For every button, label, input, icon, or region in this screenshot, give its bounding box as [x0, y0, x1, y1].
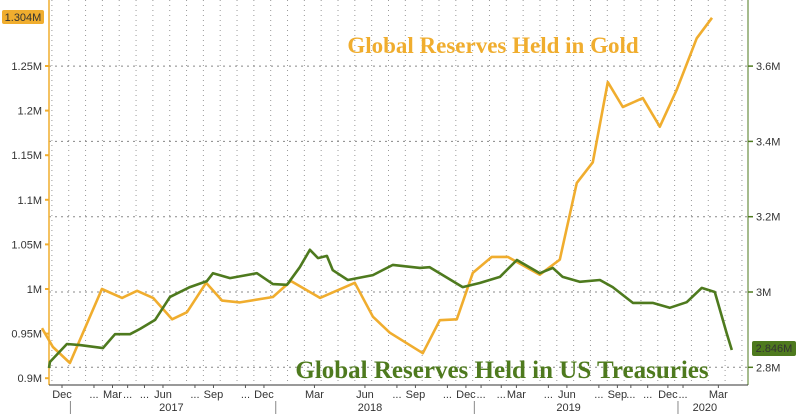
x-axis-tick-label: Mar — [507, 389, 526, 401]
x-axis-tick-label: ... — [140, 389, 149, 401]
right-axis-tick-label: 3M — [756, 287, 771, 299]
treasuries-series-line — [47, 248, 734, 369]
left-axis-tick-label: 0.9M — [18, 373, 42, 385]
x-axis-tick-label: Sep — [406, 389, 426, 401]
x-axis-tick-label: Jun — [558, 389, 576, 401]
x-axis-tick-label: Mar — [709, 389, 728, 401]
series-lines — [40, 17, 734, 369]
left-axis-tick-label: 0.95M — [11, 329, 42, 341]
x-axis-year-label: 2019 — [556, 402, 580, 414]
x-axis-tick-label: ... — [89, 389, 98, 401]
x-axis-tick-label: ... — [497, 389, 506, 401]
x-axis-tick-label: ... — [190, 389, 199, 401]
right-axis-tick-label: 3.6M — [756, 61, 780, 73]
treasuries-title: Global Reserves Held in US Treasuries — [295, 357, 708, 384]
x-axis-tick-label: Mar — [305, 389, 324, 401]
x-axis-tick-label: ... — [241, 389, 250, 401]
left-axis-tick-label: 1.15M — [11, 150, 42, 162]
left-axis-tick-label: 1.25M — [11, 61, 42, 73]
grid — [49, 0, 748, 385]
left-axis-tick-label: 1.1M — [18, 195, 42, 207]
left-axis-tick-label: 1.2M — [18, 106, 42, 118]
x-axis-tick-label: Jun — [356, 389, 374, 401]
x-axis-tick-label: ... — [392, 389, 401, 401]
gold-last-value-badge — [2, 10, 44, 24]
x-axis-tick-label: Jun — [154, 389, 172, 401]
right-axis-tick-label: 3.2M — [756, 212, 780, 224]
treasuries-last-value-badge — [752, 341, 796, 356]
gold-series-line — [40, 17, 714, 365]
right-axis-tick-label: 2.8M — [756, 362, 780, 374]
x-axis-tick-label: ... — [626, 389, 635, 401]
x-axis-year-label: 2018 — [358, 402, 382, 414]
x-axis-tick-label: Sep — [204, 389, 224, 401]
treasuries-last-value-label: 2.846M — [756, 343, 793, 355]
x-axis-tick-label: ... — [643, 389, 652, 401]
x-axis-tick-label: Mar — [103, 389, 122, 401]
gold-title: Global Reserves Held in Gold — [347, 33, 639, 58]
x-axis-tick-label: ... — [594, 389, 603, 401]
x-axis-tick-label: ... — [544, 389, 553, 401]
x-axis-tick-label: Dec — [456, 389, 476, 401]
x-axis-tick-label: Sep — [608, 389, 628, 401]
x-axis-tick-label: ... — [678, 389, 687, 401]
left-axis-tick-label: 1.05M — [11, 239, 42, 251]
left-axis-tick-label: 1M — [27, 284, 42, 296]
x-axis-tick-label: ... — [476, 389, 485, 401]
axes: 2.8M 3M 3.2M 3.4M 3.6M 0.9M 0.95M 1M 1.05M 1.1M 1.… — [11, 0, 780, 414]
x-axis-year-label: 2020 — [693, 402, 717, 414]
x-axis-tick-label: Dec — [52, 389, 72, 401]
x-axis-tick-label: ... — [443, 389, 452, 401]
right-axis-tick-label: 3.4M — [756, 136, 780, 148]
last-value-badges: 1.304M 2.846M — [2, 10, 796, 356]
x-axis-tick-label: ... — [123, 389, 132, 401]
gold-last-value-label: 1.304M — [5, 12, 42, 24]
x-axis-tick-label: Dec — [658, 389, 678, 401]
x-axis-tick-label: Dec — [254, 389, 274, 401]
x-axis-year-label: 2017 — [159, 402, 183, 414]
